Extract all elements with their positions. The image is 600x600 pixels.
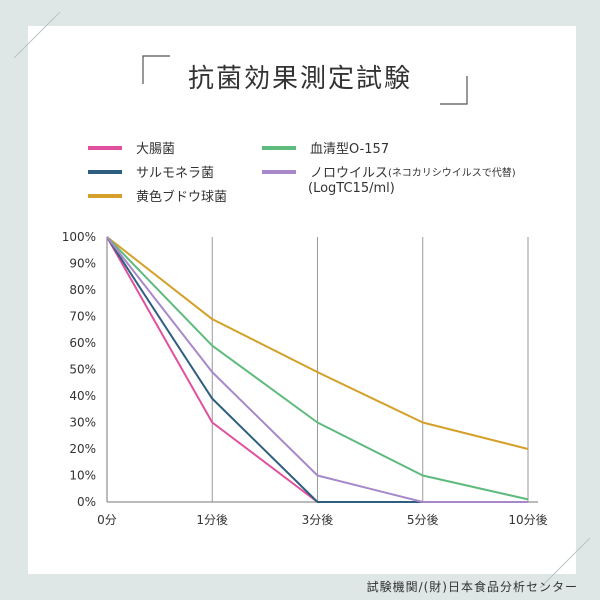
- x-tick-label: 5分後: [407, 513, 439, 527]
- x-tick-label: 10分後: [508, 513, 547, 527]
- series-line-2: [106, 236, 529, 450]
- title-bracket-close: [440, 76, 468, 105]
- legend-item-0: 大腸菌: [88, 138, 175, 157]
- y-tick-label: 100%: [62, 230, 96, 244]
- y-tick-label: 30%: [69, 416, 96, 430]
- legend-label: 黄色ブドウ球菌: [136, 190, 228, 205]
- legend-swatch: [88, 193, 122, 198]
- y-tick-label: 80%: [69, 283, 96, 297]
- title-bracket-open: [142, 55, 170, 84]
- chart-title: 抗菌効果測定試験: [187, 64, 412, 94]
- legend-unit: (LogTC15/ml): [308, 181, 395, 196]
- legend-label: サルモネラ菌: [136, 166, 215, 181]
- legend-note: (ネコカリシウイルスで代替): [388, 168, 516, 179]
- y-tick-label: 20%: [69, 442, 96, 456]
- x-tick-label: 3分後: [302, 513, 334, 527]
- y-tick-label: 70%: [69, 310, 96, 324]
- y-tick-label: 10%: [69, 469, 96, 483]
- series-line-3: [106, 236, 529, 501]
- y-tick-label: 0%: [77, 495, 96, 509]
- x-tick-label: 0分: [97, 513, 117, 527]
- series-line-4: [106, 236, 528, 503]
- corner-line-bottom-right: [539, 537, 591, 589]
- legend-swatch: [262, 169, 296, 174]
- legend-item-1: サルモネラ菌: [88, 162, 214, 181]
- legend-item-3: 血清型O-157: [262, 138, 389, 157]
- y-tick-label: 40%: [69, 389, 96, 403]
- legend-swatch: [88, 145, 122, 150]
- legend-item-2: 黄色ブドウ球菌: [88, 186, 227, 205]
- corner-line-top-left: [13, 11, 61, 59]
- legend-label: 大腸菌: [136, 142, 176, 157]
- legend-swatch: [88, 169, 122, 174]
- legend-item-4: ノロウイルス (ネコカリシウイルスで代替): [262, 162, 516, 181]
- y-tick-label: 50%: [69, 363, 96, 377]
- legend-swatch: [262, 145, 296, 150]
- y-tick-label: 90%: [69, 257, 96, 271]
- legend-label: ノロウイルス: [310, 166, 389, 181]
- footer-credit: 試験機関/(財)日本食品分析センター: [366, 580, 578, 594]
- x-tick-label: 1分後: [196, 513, 228, 527]
- chart-card: [28, 26, 576, 574]
- legend-label: 血清型O-157: [310, 142, 390, 157]
- y-tick-label: 60%: [69, 336, 96, 350]
